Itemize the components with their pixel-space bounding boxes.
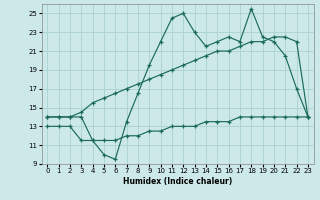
X-axis label: Humidex (Indice chaleur): Humidex (Indice chaleur) xyxy=(123,177,232,186)
